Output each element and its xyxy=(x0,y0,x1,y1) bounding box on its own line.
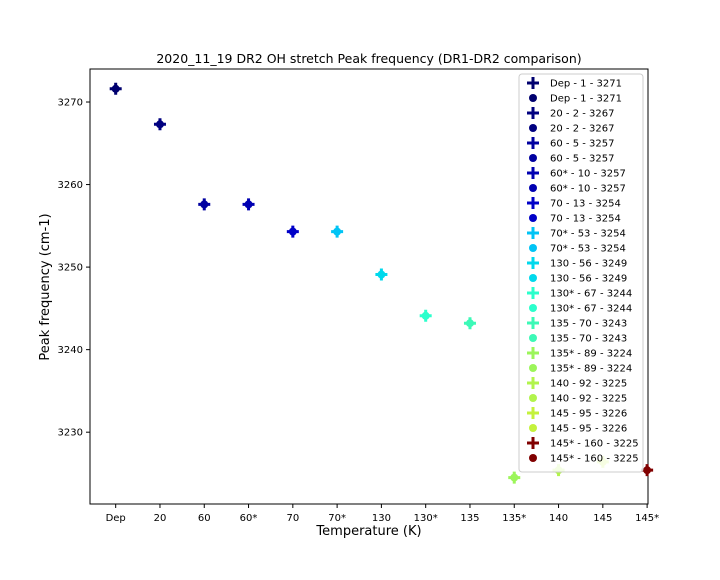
data-point-circle xyxy=(377,270,386,279)
legend-marker-circle xyxy=(529,124,537,132)
legend-label: 60* - 10 - 3257 xyxy=(550,184,626,195)
legend-marker-plus xyxy=(527,137,539,149)
legend-marker-plus xyxy=(527,227,539,239)
x-tick-label: 60 xyxy=(198,513,211,524)
legend-label: 70 - 13 - 3254 xyxy=(550,199,621,210)
legend-label: 130* - 67 - 3244 xyxy=(550,304,632,315)
legend-marker-circle xyxy=(529,394,537,402)
legend-marker-circle xyxy=(529,214,537,222)
data-point-circle xyxy=(244,200,253,209)
legend-marker-circle xyxy=(529,154,537,162)
x-tick-label: 130* xyxy=(414,513,438,524)
legend-label: 130* - 67 - 3244 xyxy=(550,289,632,300)
legend-marker-plus xyxy=(527,377,539,389)
legend-marker-plus xyxy=(527,407,539,419)
legend-marker-circle xyxy=(529,424,537,432)
legend-label: 130 - 56 - 3249 xyxy=(550,274,627,285)
legend-marker-circle xyxy=(529,334,537,342)
x-tick-label: 70 xyxy=(286,513,299,524)
plot-area: Dep 20 60 60* 70 70* 130 130* 135 135* 140 145 145* 3… xyxy=(58,68,659,524)
x-axis-label: Temperature (K) xyxy=(315,524,421,539)
legend-label: 135* - 89 - 3224 xyxy=(550,349,632,360)
y-tick-label: 3240 xyxy=(58,345,83,356)
y-axis-label: Peak frequency (cm-1) xyxy=(38,213,53,360)
legend-label: 70* - 53 - 3254 xyxy=(550,229,626,240)
x-tick-label: 130 xyxy=(372,513,391,524)
legend-box xyxy=(518,73,644,473)
legend-label: 145* - 160 - 3225 xyxy=(550,439,639,450)
legend-marker-circle xyxy=(529,244,537,252)
legend-marker-circle xyxy=(529,274,537,282)
y-tick-label: 3270 xyxy=(58,98,83,109)
legend-label: 20 - 2 - 3267 xyxy=(550,109,614,120)
legend-label: 135 - 70 - 3243 xyxy=(550,334,627,345)
legend-marker-plus xyxy=(527,347,539,359)
x-tick-label: 140 xyxy=(549,513,568,524)
x-tick-label: 145 xyxy=(593,513,612,524)
data-point-circle xyxy=(465,319,474,328)
legend-marker-circle xyxy=(529,304,537,312)
legend-label: 60* - 10 - 3257 xyxy=(550,169,626,180)
y-tick-label: 3230 xyxy=(58,428,83,439)
legend-label: 140 - 92 - 3225 xyxy=(550,379,627,390)
legend-label: 70 - 13 - 3254 xyxy=(550,214,621,225)
data-point-circle xyxy=(155,120,164,129)
legend-label: 140 - 92 - 3225 xyxy=(550,394,627,405)
data-point-circle xyxy=(421,311,430,320)
x-tick-label: 60* xyxy=(240,513,258,524)
data-point-circle xyxy=(643,466,652,475)
x-tick-label: Dep xyxy=(106,513,126,524)
legend-marker-circle xyxy=(529,364,537,372)
legend-marker-plus xyxy=(527,287,539,299)
legend-marker-plus xyxy=(527,317,539,329)
legend-marker-circle xyxy=(529,184,537,192)
y-tick-label: 3250 xyxy=(58,263,83,274)
x-tick-label: 70* xyxy=(328,513,346,524)
legend-label: Dep - 1 - 3271 xyxy=(550,94,622,105)
data-point-circle xyxy=(510,473,519,482)
legend-marker-plus xyxy=(527,257,539,269)
legend-marker-plus xyxy=(527,107,539,119)
legend-label: 135* - 89 - 3224 xyxy=(550,364,632,375)
legend-marker-circle xyxy=(529,94,537,102)
legend-marker-circle xyxy=(529,454,537,462)
legend-marker-plus xyxy=(527,167,539,179)
x-tick-label: 135 xyxy=(460,513,479,524)
legend: Dep - 1 - 3271 Dep - 1 - 3271 20 - 2 - 326… xyxy=(518,73,644,473)
data-point-circle xyxy=(288,227,297,236)
x-tick-label: 145* xyxy=(635,513,659,524)
x-tick-label: 20 xyxy=(154,513,167,524)
data-point-circle xyxy=(111,84,120,93)
legend-label: 20 - 2 - 3267 xyxy=(550,124,614,135)
legend-label: 135 - 70 - 3243 xyxy=(550,319,627,330)
data-point-circle xyxy=(333,227,342,236)
data-point-circle xyxy=(200,200,209,209)
legend-label: 145 - 95 - 3226 xyxy=(550,409,627,420)
chart-title: 2020_11_19 DR2 OH stretch Peak frequency… xyxy=(156,51,581,66)
legend-label: 70* - 53 - 3254 xyxy=(550,244,626,255)
legend-label: 145* - 160 - 3225 xyxy=(550,454,639,465)
x-tick-label: 135* xyxy=(502,513,526,524)
legend-label: 60 - 5 - 3257 xyxy=(550,139,614,150)
legend-marker-plus xyxy=(527,77,539,89)
axes-frame xyxy=(89,68,649,505)
legend-label: 130 - 56 - 3249 xyxy=(550,259,627,270)
legend-label: 145 - 95 - 3226 xyxy=(550,424,627,435)
legend-label: 60 - 5 - 3257 xyxy=(550,154,614,165)
y-tick-label: 3260 xyxy=(58,180,83,191)
legend-label: Dep - 1 - 3271 xyxy=(550,79,622,90)
legend-marker-plus xyxy=(527,437,539,449)
legend-marker-plus xyxy=(527,197,539,209)
